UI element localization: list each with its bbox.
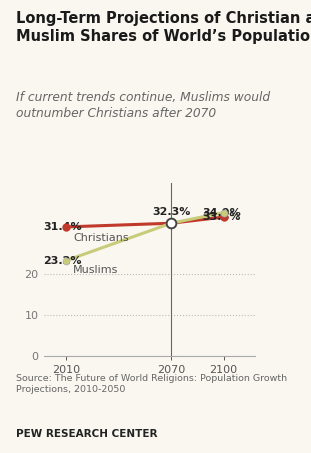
Text: Muslims: Muslims	[73, 265, 118, 275]
Text: 34.9%: 34.9%	[202, 207, 241, 217]
Text: Source: The Future of World Religions: Population Growth
Projections, 2010-2050: Source: The Future of World Religions: P…	[16, 374, 287, 394]
Text: Long-Term Projections of Christian and
Muslim Shares of World’s Population: Long-Term Projections of Christian and M…	[16, 11, 311, 44]
Text: PEW RESEARCH CENTER: PEW RESEARCH CENTER	[16, 429, 157, 439]
Text: If current trends continue, Muslims would
outnumber Christians after 2070: If current trends continue, Muslims woul…	[16, 91, 270, 120]
Text: 32.3%: 32.3%	[152, 207, 190, 217]
Text: 31.4%: 31.4%	[44, 222, 82, 232]
Text: Christians: Christians	[73, 233, 129, 243]
Text: 33.8%: 33.8%	[203, 212, 241, 222]
Text: 23.2%: 23.2%	[44, 255, 82, 265]
